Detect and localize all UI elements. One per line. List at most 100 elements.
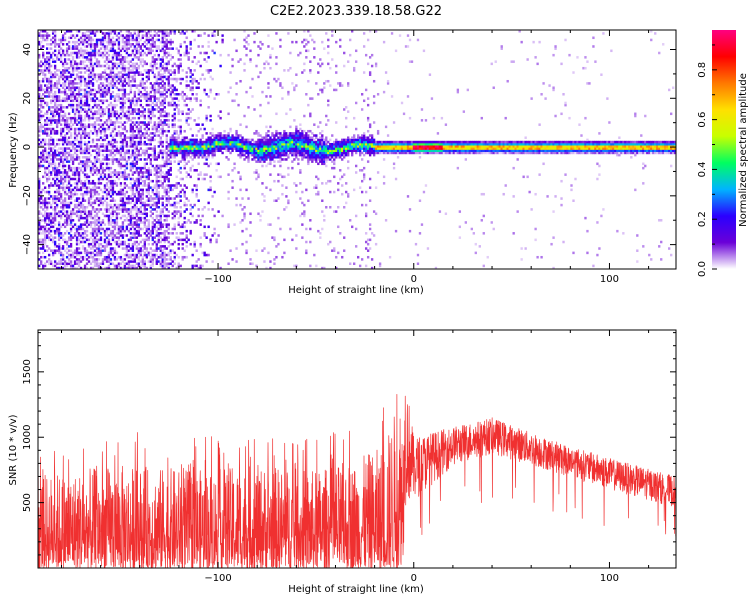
spectrogram-cell bbox=[113, 40, 117, 44]
spectrogram-cell bbox=[123, 210, 127, 213]
spectrogram-cell bbox=[81, 162, 85, 166]
spectrogram-cell bbox=[63, 121, 67, 124]
spectrogram-cell bbox=[155, 253, 158, 257]
spectrogram-cell bbox=[71, 106, 75, 109]
spectrogram-cell bbox=[103, 245, 107, 248]
spectrogram-cell bbox=[157, 73, 160, 76]
spectrogram-cell bbox=[121, 132, 125, 135]
spectrogram-cell bbox=[105, 66, 109, 70]
spectrogram-cell bbox=[249, 142, 252, 146]
spectrogram-cell bbox=[185, 208, 188, 211]
spectrogram-cell bbox=[173, 151, 176, 155]
spectrogram-cell bbox=[163, 175, 166, 179]
spectrogram-cell bbox=[135, 125, 139, 129]
spectrogram-cell bbox=[145, 79, 148, 83]
spectrogram-cell bbox=[169, 249, 172, 252]
spectrogram-cell bbox=[201, 145, 204, 148]
spectrogram-cell bbox=[45, 160, 49, 163]
spectrogram-cell bbox=[143, 240, 147, 244]
spectrogram-cell bbox=[87, 82, 91, 85]
spectrogram-cell bbox=[173, 156, 176, 159]
spectrogram-cell bbox=[177, 110, 180, 113]
spectrogram-cell bbox=[95, 158, 99, 161]
spectrogram-cell bbox=[115, 145, 119, 148]
spectrogram-cell bbox=[177, 136, 180, 139]
spectrogram-cell bbox=[209, 162, 212, 166]
spectrogram-cell bbox=[119, 199, 123, 202]
spectrogram-cell bbox=[175, 210, 178, 213]
spectrogram-cell bbox=[159, 108, 162, 111]
spectrogram-cell bbox=[197, 123, 200, 126]
spectrogram-cell bbox=[67, 95, 71, 98]
spectrogram-cell bbox=[235, 93, 238, 96]
spectrogram-cell bbox=[57, 262, 61, 265]
spectrogram-cell bbox=[161, 99, 164, 103]
spectrogram-cell bbox=[91, 227, 95, 231]
spectrogram-cell bbox=[63, 75, 67, 79]
spectrogram-cell bbox=[129, 247, 133, 250]
spectrogram-cell bbox=[181, 232, 184, 235]
spectrogram-cell bbox=[69, 236, 73, 239]
spectrogram-cell bbox=[143, 201, 147, 205]
spectrogram-cell bbox=[53, 242, 57, 246]
spectrogram-cell bbox=[38, 190, 41, 194]
spectrogram-cell bbox=[107, 214, 111, 218]
spectrogram-cell bbox=[45, 119, 49, 122]
spectrogram-cell bbox=[125, 190, 129, 194]
spectrogram-cell bbox=[101, 219, 105, 222]
spectrogram-cell bbox=[151, 264, 154, 268]
spectrogram-cell bbox=[141, 190, 145, 194]
spectrogram-cell bbox=[123, 253, 127, 257]
spectrogram-cell bbox=[61, 53, 65, 57]
spectrogram-cell bbox=[155, 97, 158, 100]
spectrogram-cell bbox=[57, 97, 61, 100]
spectrogram-cell bbox=[38, 64, 41, 68]
spectrogram-cell bbox=[65, 156, 69, 159]
spectrogram-cell bbox=[133, 232, 137, 235]
spectrogram-cell bbox=[165, 147, 168, 150]
spectrogram-cell bbox=[191, 158, 194, 161]
spectrogram-cell bbox=[137, 227, 141, 231]
spectrogram-cell bbox=[45, 151, 49, 155]
spectrogram-cell bbox=[135, 186, 139, 189]
spectrogram-cell bbox=[63, 82, 67, 85]
spectrogram-cell bbox=[147, 71, 150, 74]
spectrogram-cell bbox=[39, 262, 43, 265]
spectrogram-cell bbox=[75, 97, 79, 100]
spectrogram-cell bbox=[89, 188, 93, 192]
spectrogram-cell bbox=[233, 166, 236, 170]
spectrogram-cell bbox=[195, 138, 198, 142]
spectrogram-cell bbox=[77, 234, 81, 237]
spectrogram-cell bbox=[199, 171, 202, 174]
spectrogram-cell bbox=[217, 234, 220, 237]
spectrogram-cell bbox=[59, 103, 63, 107]
spectrogram-cell bbox=[103, 223, 107, 226]
spectrogram-cell bbox=[157, 123, 160, 126]
spectrogram-cell bbox=[141, 264, 145, 268]
spectrogram-cell bbox=[199, 219, 202, 222]
spectrogram-cell bbox=[131, 38, 135, 42]
spectrogram-cell bbox=[51, 119, 55, 122]
spectrogram-cell bbox=[139, 197, 143, 200]
spectrogram-cell bbox=[63, 164, 67, 168]
spectrogram-cell bbox=[111, 151, 115, 155]
spectrogram-cell bbox=[71, 195, 75, 198]
spectrogram-cell bbox=[143, 210, 147, 213]
spectrogram-cell bbox=[47, 108, 51, 111]
spectrogram-cell bbox=[49, 90, 53, 94]
spectrogram-cell bbox=[175, 182, 178, 185]
spectrogram-cell bbox=[147, 173, 150, 176]
spectrogram-cell bbox=[97, 38, 101, 42]
spectrogram-cell bbox=[65, 223, 69, 226]
spectrogram-cell bbox=[157, 205, 160, 209]
spectrogram-cell bbox=[113, 225, 117, 229]
spectrogram-cell bbox=[141, 112, 145, 116]
spectrogram-cell bbox=[179, 77, 182, 81]
spectrogram-cell bbox=[75, 86, 79, 90]
spectrogram-cell bbox=[41, 36, 45, 40]
spectrogram-cell bbox=[183, 203, 186, 207]
spectrogram-cell bbox=[175, 184, 178, 187]
spectrogram-cell bbox=[77, 66, 81, 70]
spectrogram-cell bbox=[163, 190, 166, 194]
spectrogram-cell bbox=[53, 101, 57, 105]
